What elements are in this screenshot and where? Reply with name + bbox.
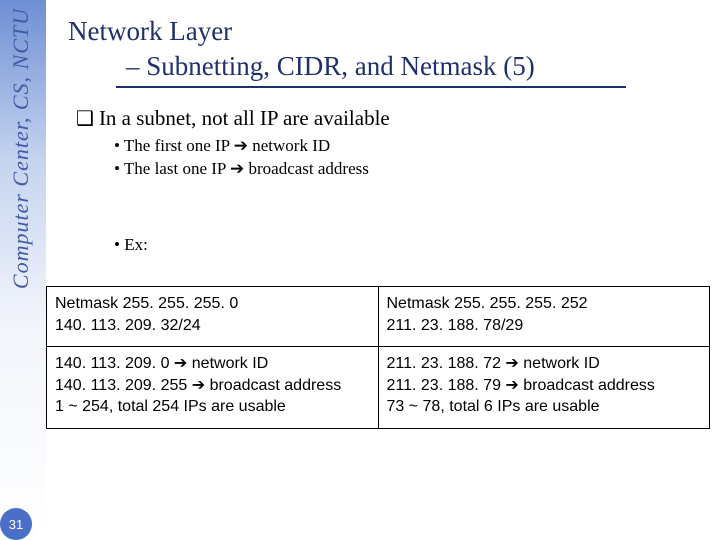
arrow-icon: ➔ (505, 355, 518, 372)
arrow-icon: ➔ (230, 159, 244, 178)
cell-text: broadcast address (519, 377, 655, 394)
sub1-post: network ID (248, 136, 330, 155)
cell-text: 140. 113. 209. 255 (55, 377, 192, 394)
sub2-pre: The last one IP (124, 159, 230, 178)
table-row: 140. 113. 209. 0 ➔ network ID 140. 113. … (47, 347, 710, 429)
cell-text: 1 ~ 254, total 254 IPs are usable (55, 398, 286, 415)
example-label: Ex: (114, 235, 710, 255)
cell-text: network ID (187, 355, 268, 372)
arrow-icon: ➔ (174, 355, 187, 372)
cell-text: Netmask 255. 255. 255. 0 (55, 295, 238, 312)
table-row: Netmask 255. 255. 255. 0 140. 113. 209. … (47, 287, 710, 347)
slide-title: Network Layer – Subnetting, CIDR, and Ne… (68, 14, 710, 88)
cell-text: 211. 23. 188. 72 (387, 355, 506, 372)
cell-2-1: 140. 113. 209. 0 ➔ network ID 140. 113. … (47, 347, 379, 429)
title-rule (116, 86, 626, 88)
sub-bullets: The first one IP ➔ network ID The last o… (114, 135, 710, 181)
cell-2-2: 211. 23. 188. 72 ➔ network ID 211. 23. 1… (378, 347, 710, 429)
bullet-block: In a subnet, not all IP are available Th… (76, 106, 710, 255)
cell-text: 211. 23. 188. 79 (387, 377, 506, 394)
cell-text: broadcast address (205, 377, 341, 394)
cell-1-2: Netmask 255. 255. 255. 252 211. 23. 188.… (378, 287, 710, 347)
cell-text: 140. 113. 209. 32/24 (55, 317, 201, 334)
arrow-icon: ➔ (505, 377, 518, 394)
vertical-label: Computer Center, CS, NCTU (8, 8, 34, 289)
page-number: 31 (0, 508, 32, 540)
cell-text: 140. 113. 209. 0 (55, 355, 174, 372)
main-bullet: In a subnet, not all IP are available (76, 106, 710, 131)
sub-bullet-1: The first one IP ➔ network ID (114, 135, 710, 158)
cell-text: 211. 23. 188. 78/29 (387, 317, 524, 334)
cell-text: 73 ~ 78, total 6 IPs are usable (387, 398, 600, 415)
cell-1-1: Netmask 255. 255. 255. 0 140. 113. 209. … (47, 287, 379, 347)
arrow-icon: ➔ (234, 136, 248, 155)
content-area: Network Layer – Subnetting, CIDR, and Ne… (68, 14, 710, 255)
sub-bullet-2: The last one IP ➔ broadcast address (114, 158, 710, 181)
cell-text: network ID (519, 355, 600, 372)
title-line1: Network Layer (68, 14, 710, 49)
example-table: Netmask 255. 255. 255. 0 140. 113. 209. … (46, 286, 710, 429)
title-line2: – Subnetting, CIDR, and Netmask (5) (68, 49, 710, 84)
cell-text: Netmask 255. 255. 255. 252 (387, 295, 588, 312)
sub1-pre: The first one IP (124, 136, 234, 155)
sub2-post: broadcast address (244, 159, 369, 178)
arrow-icon: ➔ (192, 377, 205, 394)
